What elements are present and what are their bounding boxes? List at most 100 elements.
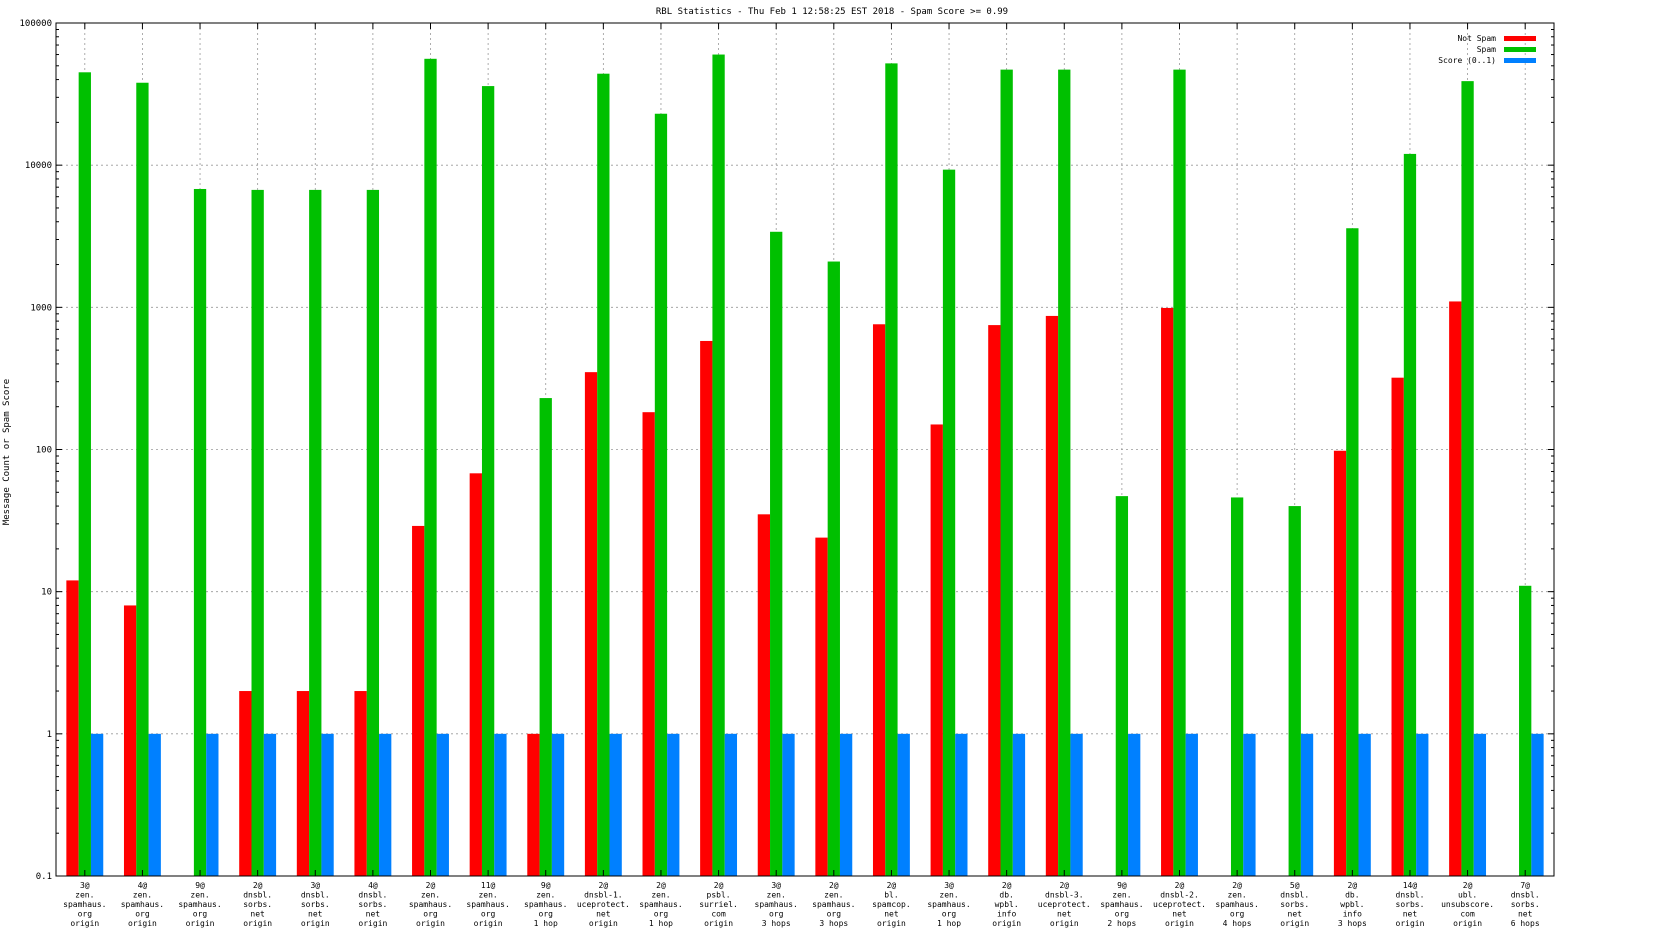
y-axis-label: Message Count or Spam Score — [2, 379, 12, 525]
x-tick-label-line: 4 hops — [1223, 919, 1252, 928]
bar-score-0-1 — [148, 733, 161, 876]
x-tick-label-line: 1 hop — [534, 919, 558, 928]
bar-spam — [481, 86, 495, 877]
x-tick-label-line: wpbl. — [1340, 900, 1364, 909]
x-tick-label-line: sorbs. — [1511, 900, 1540, 909]
bar-not-spam — [239, 691, 252, 876]
x-tick-label: 5@ dnsbl. sorbs. net origin — [1280, 881, 1309, 928]
x-tick-label-line: 3 hops — [762, 919, 791, 928]
x-tick-label-line: 7@ — [1520, 881, 1530, 890]
x-tick-label-line: dnsbl-1. — [584, 891, 623, 900]
bar-spam — [424, 58, 437, 877]
x-tick-label-line: dnsbl. — [1280, 891, 1309, 900]
x-tick-label: 2@ psbl. surriel. com origin — [699, 881, 738, 928]
x-tick-label-line: 3@ — [944, 881, 954, 890]
x-tick-label-line: 1 hop — [937, 919, 961, 928]
x-tick-label-line: zen. — [651, 891, 670, 900]
bar-score-0-1 — [1531, 733, 1544, 876]
grid-layer — [56, 23, 1554, 876]
x-tick-label-line: zen. — [1112, 891, 1131, 900]
x-tick-label-line: zen. — [536, 891, 555, 900]
bar-spam — [136, 82, 149, 876]
x-tick-label-line: origin — [877, 919, 906, 928]
x-tick-label-line: net — [1288, 910, 1303, 919]
x-tick-label-line: zen. — [939, 891, 958, 900]
bar-score-0-1 — [551, 733, 565, 876]
x-tick-label: 9@ zen. spamhaus. org 2 hops — [1100, 881, 1143, 928]
x-tick-label: 14@ dnsbl. sorbs. net origin — [1396, 881, 1425, 928]
bar-not-spam — [1333, 450, 1347, 876]
bar-score-0-1 — [1473, 733, 1487, 876]
x-tick-label-line: 3@ — [80, 881, 90, 890]
x-tick-label-line: 4@ — [138, 881, 148, 890]
bar-not-spam — [412, 525, 425, 876]
x-tick-label-line: zen. — [767, 891, 786, 900]
x-tick-label-line: ubl. — [1458, 891, 1477, 900]
bar-spam — [654, 113, 668, 876]
bar-spam — [1519, 585, 1532, 876]
x-tick-label-line: dnsbl. — [1511, 891, 1540, 900]
x-tick-label: 11@ zen. spamhaus. org origin — [466, 881, 509, 928]
x-tick-label-line: 3@ — [771, 881, 781, 890]
x-tick-label-line: net — [1403, 910, 1418, 919]
x-tick-label-line: spamhaus. — [812, 900, 855, 909]
x-tick-label-line: 2@ — [253, 881, 263, 890]
x-tick-label-line: org — [78, 910, 93, 919]
x-tick-label-line: 2@ — [1059, 881, 1069, 890]
bar-not-spam — [872, 324, 886, 876]
x-tick-label-line: spamhaus. — [524, 900, 567, 909]
bar-score-0-1 — [1012, 733, 1026, 876]
bar-spam — [1288, 506, 1301, 876]
x-tick-label-line: unsubscore. — [1441, 900, 1494, 909]
x-tick-label-line: psbl. — [707, 891, 731, 900]
x-tick-label: 9@ zen. spamhaus. org origin — [178, 881, 221, 928]
bar-score-0-1 — [321, 733, 334, 876]
legend-label: Not Spam — [1457, 34, 1496, 43]
bar-spam — [251, 189, 264, 876]
x-tick-label-line: zen. — [421, 891, 440, 900]
x-tick-label-line: dnsbl-3. — [1045, 891, 1084, 900]
legend-swatch — [1504, 58, 1536, 63]
y-tick-label: 10000 — [25, 161, 52, 171]
x-tick-label-line: zen. — [478, 891, 497, 900]
x-tick-label: 3@ zen. spamhaus. org 3 hops — [755, 881, 798, 928]
bar-spam — [1115, 496, 1129, 876]
bar-not-spam — [66, 580, 79, 876]
y-tick-label: 100000 — [19, 19, 52, 29]
bar-score-0-1 — [1416, 733, 1429, 876]
x-tick-label-line: db. — [999, 891, 1013, 900]
x-tick-label-line: origin — [301, 919, 330, 928]
x-tick-label-line: org — [481, 910, 496, 919]
bar-not-spam — [988, 325, 1001, 876]
x-tick-label: 4@ zen. spamhaus. org origin — [121, 881, 164, 928]
bar-not-spam — [469, 473, 482, 876]
x-tick-label-line: origin — [474, 919, 503, 928]
bar-score-0-1 — [1358, 733, 1371, 876]
x-tick-label-line: 2@ — [1463, 881, 1473, 890]
x-tick-label-line: origin — [1050, 919, 1079, 928]
x-tick-label-line: com — [711, 910, 726, 919]
x-tick-label-line: spamhaus. — [409, 900, 452, 909]
x-tick-label-line: org — [193, 910, 208, 919]
x-tick-label: 4@ dnsbl. sorbs. net origin — [358, 881, 387, 928]
x-tick-label-line: 2@ — [887, 881, 897, 890]
bar-score-0-1 — [1185, 733, 1198, 876]
x-tick-label-line: org — [1230, 910, 1245, 919]
x-tick-label-line: spamhaus. — [755, 900, 798, 909]
x-tick-label-line: dnsbl. — [358, 891, 387, 900]
x-tick-label: 3@ zen. spamhaus. org origin — [63, 881, 106, 928]
legend-label: Score (0..1) — [1438, 56, 1496, 65]
x-tick-label-line: 2@ — [426, 881, 436, 890]
bar-spam — [366, 189, 380, 876]
x-tick-label-line: com — [1460, 910, 1475, 919]
bar-score-0-1 — [494, 733, 507, 876]
x-tick-label-line: org — [827, 910, 842, 919]
x-tick-label-line: zen. — [190, 891, 209, 900]
x-tick-label: 2@ dnsbl. sorbs. net origin — [243, 881, 272, 928]
x-tick-label-line: origin — [704, 919, 733, 928]
bar-not-spam — [527, 733, 540, 876]
y-tick-label: 100 — [36, 446, 52, 456]
y-tick-label: 1000 — [30, 303, 52, 313]
x-tick-label-line: 2@ — [1175, 881, 1185, 890]
